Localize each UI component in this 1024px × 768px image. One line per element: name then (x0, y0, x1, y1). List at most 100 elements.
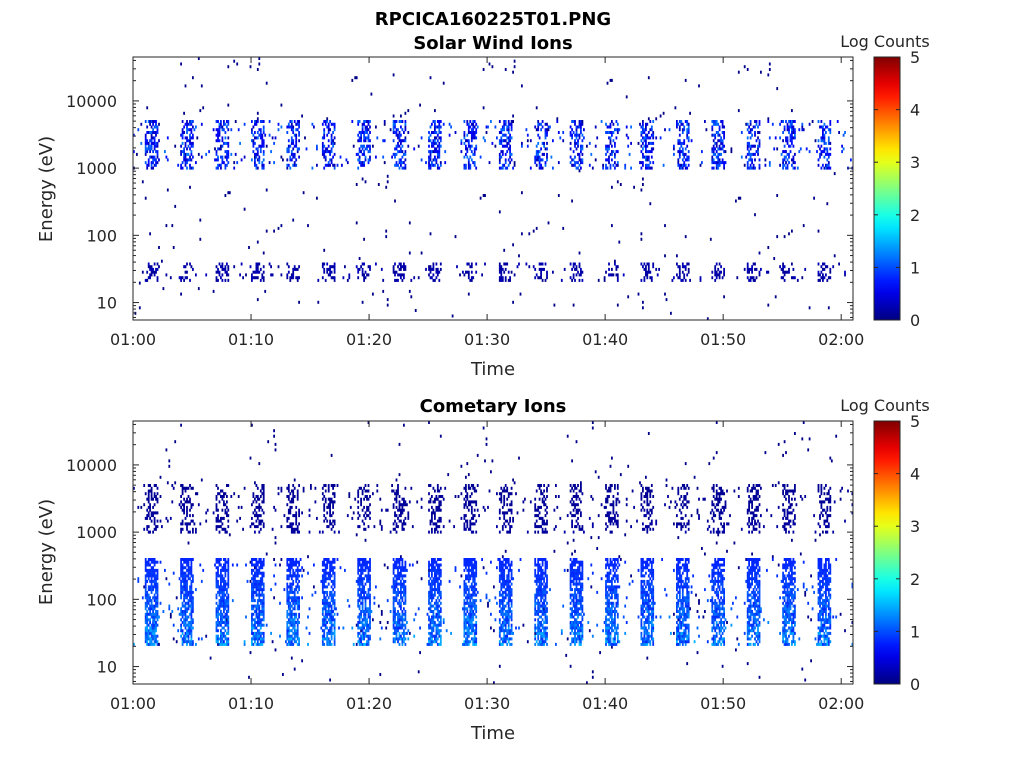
heatmap-cell (262, 615, 265, 619)
heatmap-cell (822, 262, 824, 266)
heatmap-cell (369, 144, 371, 148)
heatmap-cell (298, 560, 300, 564)
heatmap-cell (295, 267, 298, 271)
heatmap-cell (192, 642, 194, 646)
heatmap-cell (329, 563, 331, 567)
heatmap-cell (146, 579, 149, 583)
heatmap-cell (537, 133, 540, 137)
heatmap-cell (144, 640, 147, 644)
heatmap-cell (217, 166, 219, 170)
heatmap-cell (277, 122, 280, 126)
heatmap-cell (155, 634, 157, 638)
heatmap-cell (674, 106, 677, 110)
heatmap-cell (183, 486, 185, 490)
heatmap-cell (358, 579, 361, 583)
heatmap-cell (223, 516, 225, 520)
heatmap-cell (432, 267, 435, 271)
heatmap-cell (286, 519, 289, 523)
heatmap-cell (252, 579, 255, 583)
heatmap-cell (380, 267, 383, 271)
heatmap-cell (215, 484, 218, 487)
heatmap-cell (255, 621, 258, 624)
heatmap-cell (647, 262, 650, 266)
heatmap-cell (357, 276, 360, 280)
heatmap-cell (614, 144, 616, 148)
heatmap-cell (215, 601, 218, 605)
heatmap-cell (827, 136, 830, 140)
heatmap-cell (290, 566, 293, 570)
heatmap-cell (237, 128, 240, 132)
heatmap-cell (701, 161, 703, 165)
heatmap-cell (615, 265, 618, 269)
heatmap-cell (324, 601, 327, 605)
heatmap-cell (296, 629, 299, 633)
heatmap-cell (184, 612, 187, 616)
heatmap-cell (469, 125, 472, 129)
heatmap-cell (289, 492, 292, 496)
heatmap-cell (220, 623, 222, 627)
heatmap-cell (398, 621, 401, 624)
heatmap-cell (429, 139, 432, 143)
heatmap-cell (243, 207, 246, 211)
heatmap-cell (147, 588, 150, 592)
heatmap-cell (475, 147, 478, 151)
heatmap-cell (788, 152, 790, 156)
heatmap-cell (665, 298, 668, 302)
heatmap-cell (361, 161, 364, 165)
heatmap-cell (152, 574, 154, 578)
heatmap-cell (469, 131, 472, 134)
heatmap-cell (677, 122, 680, 126)
heatmap-cell (292, 141, 295, 145)
heatmap-cell (609, 136, 612, 140)
heatmap-cell (184, 621, 187, 624)
heatmap-cell (292, 522, 295, 526)
heatmap-cell (360, 500, 362, 504)
heatmap-cell (466, 155, 469, 159)
heatmap-cell (190, 558, 193, 561)
heatmap-cell (323, 585, 326, 589)
heatmap-cell (180, 484, 182, 487)
heatmap-cell (333, 267, 336, 271)
heatmap-cell (534, 161, 537, 165)
heatmap-cell (357, 166, 360, 170)
heatmap-cell (184, 516, 187, 520)
heatmap-cell (721, 158, 724, 162)
heatmap-cell (643, 278, 646, 282)
heatmap-cell (230, 128, 233, 132)
heatmap-cell (333, 141, 336, 145)
heatmap-cell (308, 631, 311, 635)
heatmap-cell (357, 489, 360, 493)
heatmap-cell (578, 273, 581, 277)
heatmap-cell (186, 120, 188, 123)
heatmap-cell (327, 631, 330, 635)
heatmap-cell (226, 155, 228, 159)
heatmap-cell (255, 120, 258, 123)
heatmap-cell (321, 530, 324, 534)
heatmap-cell (718, 128, 721, 132)
heatmap-cell (369, 503, 371, 507)
heatmap-cell (190, 136, 193, 140)
heatmap-cell (200, 478, 203, 482)
heatmap-cell (227, 626, 230, 630)
heatmap-cell (330, 566, 333, 570)
heatmap-cell (330, 147, 333, 151)
heatmap-cell (158, 642, 160, 646)
heatmap-cell (792, 128, 795, 132)
heatmap-cell (215, 626, 218, 630)
heatmap-cell (149, 505, 151, 509)
heatmap-cell (283, 588, 286, 592)
heatmap-cell (352, 511, 355, 515)
heatmap-cell (147, 141, 150, 145)
heatmap-cell (290, 152, 293, 156)
heatmap-cell (730, 150, 733, 154)
heatmap-cell (357, 563, 360, 567)
heatmap-cell (398, 634, 401, 638)
heatmap-cell (261, 144, 264, 148)
heatmap-cell (500, 276, 503, 280)
heatmap-cell (369, 601, 371, 605)
heatmap-cell (256, 516, 259, 520)
heatmap-cell (538, 122, 541, 126)
heatmap-cell (746, 166, 749, 170)
heatmap-cell (395, 128, 398, 132)
heatmap-cell (535, 155, 538, 159)
